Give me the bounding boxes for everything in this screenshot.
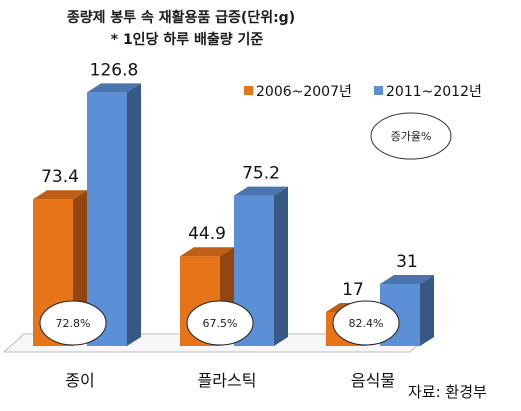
bar-top bbox=[180, 247, 234, 257]
growth-value: 67.5% bbox=[203, 317, 238, 330]
growth-ellipse bbox=[39, 300, 107, 346]
growth-labels: 72.8% 67.5% 82.4% bbox=[39, 300, 400, 346]
bar-top bbox=[33, 190, 87, 200]
value-label-1-2: 44.9 bbox=[188, 224, 226, 244]
category-label-1: 종이 bbox=[65, 371, 94, 390]
growth-label-2: 67.5% bbox=[186, 300, 254, 346]
bar-side bbox=[127, 83, 141, 347]
growth-value: 82.4% bbox=[349, 317, 384, 330]
bar-2-1 bbox=[87, 83, 141, 347]
chart-subtitle: * 1인당 하루 배출량 기준 bbox=[111, 31, 264, 48]
legend-label-series-2: 2011~2012년 bbox=[386, 84, 482, 100]
value-labels: 73.4 126.8 44.9 75.2 17 31 bbox=[41, 60, 418, 300]
growth-ellipse bbox=[332, 300, 400, 346]
growth-value: 72.8% bbox=[56, 317, 91, 330]
bar-top bbox=[87, 83, 141, 93]
bar-top bbox=[234, 186, 288, 196]
growth-ellipse bbox=[186, 300, 254, 346]
growth-legend-ellipse bbox=[370, 112, 452, 160]
value-label-1-1: 73.4 bbox=[41, 167, 79, 187]
bar-top bbox=[380, 275, 434, 284]
value-label-1-3: 17 bbox=[342, 280, 364, 300]
growth-label-1: 72.8% bbox=[39, 300, 107, 346]
legend-label-series-1: 2006~2007년 bbox=[256, 84, 352, 100]
legend-swatch-series-2 bbox=[374, 86, 383, 95]
growth-label-3: 82.4% bbox=[332, 300, 400, 346]
growth-legend: 증가율% bbox=[370, 112, 452, 160]
bar-side bbox=[420, 275, 434, 346]
category-label-3: 음식물 bbox=[351, 371, 395, 390]
legend-swatch-series-1 bbox=[244, 86, 253, 95]
growth-legend-label: 증가율% bbox=[391, 130, 432, 143]
source-note: 자료: 환경부 bbox=[408, 383, 487, 401]
value-label-2-2: 75.2 bbox=[242, 164, 280, 184]
value-label-2-1: 126.8 bbox=[90, 60, 139, 80]
bar-front bbox=[87, 92, 127, 347]
chart-title: 종량제 봉투 속 재활용품 급증(단위:g) bbox=[67, 9, 295, 26]
bar-side bbox=[274, 186, 288, 346]
legend: 2006~2007년 2011~2012년 bbox=[244, 84, 482, 100]
category-labels: 종이 플라스틱 음식물 bbox=[65, 371, 395, 390]
category-label-2: 플라스틱 bbox=[198, 371, 257, 390]
value-label-2-3: 31 bbox=[396, 252, 418, 272]
